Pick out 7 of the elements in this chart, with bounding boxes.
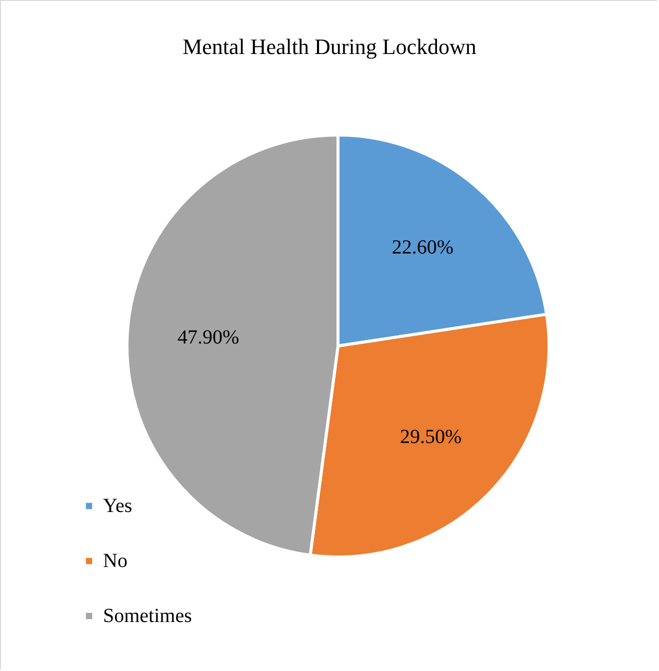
data-label: 29.50% [400, 426, 462, 448]
data-label: 22.60% [392, 236, 454, 258]
chart-title: Mental Health During Lockdown [182, 34, 476, 59]
legend-label: Sometimes [103, 605, 192, 627]
data-label: 47.90% [177, 326, 240, 348]
legend-label: No [103, 550, 128, 572]
legend-label: Yes [103, 495, 132, 517]
